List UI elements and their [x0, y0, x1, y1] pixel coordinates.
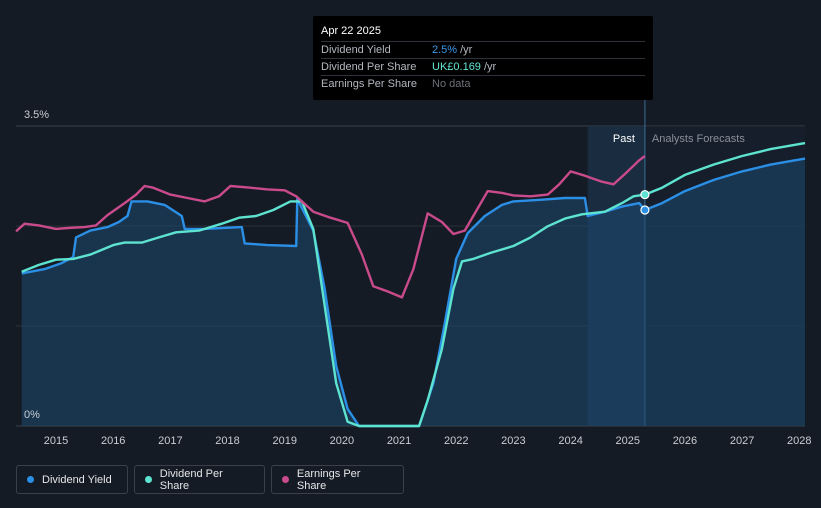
legend-dot-icon	[27, 476, 34, 483]
y-tick-label: 0%	[24, 409, 40, 421]
series-line-dividend-yield	[21, 196, 646, 428]
tooltip-unit: /yr	[483, 61, 497, 73]
legend-dot-icon	[145, 476, 152, 483]
series-area-dividend-yield-forecast	[644, 158, 805, 426]
tooltip-value-dividend-per-share: UK£0.169	[432, 61, 481, 73]
x-tick-label: 2016	[101, 435, 125, 447]
legend-label: Dividend Per Share	[159, 467, 223, 492]
series-line-dividend-yield-forecast	[644, 157, 806, 212]
legend-label: Dividend Yield	[42, 473, 112, 486]
tooltip-value-earnings-per-share: No data	[432, 78, 471, 90]
x-tick-label: 2023	[501, 435, 525, 447]
highlight-point-dividend-yield	[640, 205, 650, 215]
legend-dividend-yield[interactable]: Dividend Yield	[16, 465, 128, 494]
x-tick-label: 2019	[272, 435, 296, 447]
x-tick-label: 2018	[215, 435, 239, 447]
tooltip-label: Dividend Per Share	[321, 61, 417, 73]
x-tick-label: 2028	[787, 435, 811, 447]
series-line-dividend-per-share	[21, 193, 646, 428]
chart-tooltip: Apr 22 2025 Dividend Yield 2.5%/yr Divid…	[313, 16, 653, 100]
tooltip-label: Earnings Per Share	[321, 78, 417, 90]
series-line-dividend-per-share-forecast	[644, 141, 806, 196]
x-tick-label: 2017	[158, 435, 182, 447]
tooltip-row-dividend-yield: Dividend Yield 2.5%/yr	[321, 41, 645, 59]
forecast-label: Analysts Forecasts	[652, 133, 745, 145]
y-tick-label: 3.5%	[24, 109, 49, 121]
tooltip-row-earnings-per-share: Earnings Per Share No data	[321, 75, 645, 93]
tooltip-value-dividend-yield: 2.5%	[432, 44, 458, 56]
past-label: Past	[613, 133, 635, 145]
tooltip-date: Apr 22 2025	[321, 25, 381, 37]
x-tick-label: 2020	[330, 435, 354, 447]
x-tick-label: 2021	[387, 435, 411, 447]
legend-earnings-per-share[interactable]: Earnings Per Share	[271, 465, 404, 494]
highlight-point-dividend-per-share	[640, 189, 650, 200]
tooltip-unit: /yr	[460, 44, 473, 56]
x-tick-label: 2022	[444, 435, 468, 447]
x-tick-label: 2024	[558, 435, 582, 447]
x-tick-label: 2015	[44, 435, 68, 447]
series-line-earnings-per-share	[15, 155, 646, 299]
legend-label: Earnings Per Share	[296, 467, 361, 492]
x-tick-label: 2027	[730, 435, 754, 447]
legend-dividend-per-share[interactable]: Dividend Per Share	[134, 465, 265, 494]
x-tick-label: 2026	[673, 435, 697, 447]
tooltip-label: Dividend Yield	[321, 44, 391, 56]
legend-dot-icon	[282, 476, 289, 483]
x-tick-label: 2025	[616, 435, 640, 447]
tooltip-row-dividend-per-share: Dividend Per Share UK£0.169/yr	[321, 58, 645, 76]
series-area-dividend-yield	[21, 198, 645, 426]
